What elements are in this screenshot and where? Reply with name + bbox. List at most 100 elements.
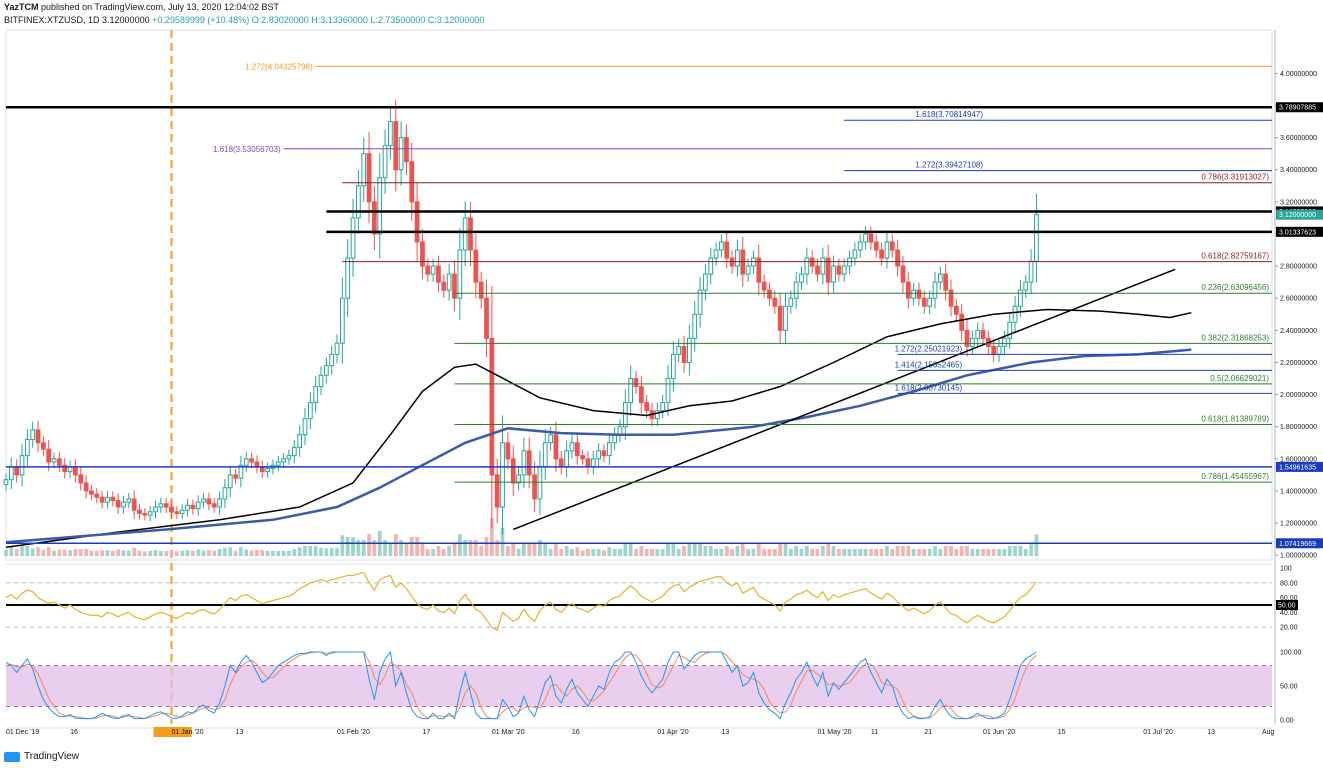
x-tick-label: 01 Mar '20	[492, 729, 525, 736]
current-price-label: 3.12000000	[1279, 212, 1316, 219]
x-tick-label: 16	[70, 729, 78, 736]
volume-bar	[938, 549, 943, 556]
volume-bar	[436, 546, 441, 556]
price-tag	[1276, 226, 1323, 237]
x-tick-label: 15	[1058, 729, 1066, 736]
fib-level-label: 0.236(2.63096456)	[1201, 283, 1269, 292]
candle-body	[329, 353, 335, 367]
candle-body	[249, 458, 254, 463]
candle-body	[921, 297, 927, 307]
volume-bar	[618, 549, 622, 556]
volume-bar	[142, 551, 147, 556]
brand-name: TradingView	[24, 751, 80, 762]
candle-body	[836, 265, 842, 275]
candle-body	[345, 257, 351, 299]
volume-bar	[853, 549, 857, 556]
volume-bar	[361, 540, 366, 556]
candle-body	[948, 289, 954, 307]
volume-bar	[692, 543, 697, 556]
volume-bar	[249, 550, 254, 556]
candle-body	[35, 429, 41, 444]
volume-bar	[564, 546, 569, 556]
volume-bar	[169, 550, 174, 556]
candle-body	[831, 265, 836, 283]
volume-bar	[580, 550, 585, 556]
candle-body	[660, 402, 666, 412]
volume-bar	[927, 549, 932, 556]
candle-body	[820, 257, 826, 275]
candle-body	[692, 313, 698, 339]
candle-body	[473, 249, 479, 283]
volume-bar	[698, 543, 702, 556]
volume-bar	[575, 547, 580, 556]
candle-body	[969, 337, 975, 347]
price-change: +0.29589999 (+10.48%)	[152, 15, 250, 25]
candle-body	[131, 498, 137, 511]
volume-bar	[890, 549, 895, 556]
volume-bar	[511, 543, 516, 556]
candle-body	[697, 289, 703, 315]
candle-body	[815, 265, 820, 275]
fib-level-label: 1.618(2.00730145)	[895, 383, 963, 392]
candle-body	[462, 217, 468, 251]
stoch-tick-label: 0.00	[1280, 718, 1294, 725]
volume-bar	[148, 550, 153, 556]
candle-body	[713, 249, 719, 259]
volume-bar	[1023, 549, 1028, 556]
volume-bar	[207, 550, 211, 556]
volume-bar	[484, 537, 489, 556]
candle-body	[510, 458, 516, 484]
candle-body	[404, 137, 409, 163]
candle-body	[676, 345, 682, 355]
candle-body	[265, 467, 270, 473]
volume-bar	[276, 550, 281, 556]
candle-body	[889, 241, 895, 251]
price-tag-label: 3.78907885	[1279, 105, 1316, 112]
volume-bar	[57, 549, 62, 556]
y-tick-label: 1.20000000	[1280, 521, 1317, 528]
volume-bar	[196, 549, 201, 556]
candle-body	[388, 121, 393, 147]
volume-bar	[447, 546, 452, 556]
volume-bar	[1018, 546, 1023, 556]
volume-bar	[20, 544, 24, 556]
tradingview-footer: TradingView	[4, 751, 79, 762]
stoch-d-line	[5, 651, 1037, 720]
candle-body	[323, 365, 329, 376]
volume-bar	[858, 549, 863, 556]
volume-bar	[217, 549, 222, 556]
y-tick-label: 1.80000000	[1280, 424, 1317, 431]
volume-bar	[1007, 546, 1012, 556]
candle-body	[147, 511, 153, 516]
volume-bar	[473, 540, 478, 556]
candle-body	[708, 257, 714, 275]
volume-bar	[132, 547, 137, 556]
candle-body	[211, 503, 217, 508]
volume-bar	[100, 550, 104, 556]
volume-bar	[36, 547, 40, 556]
candle-body	[115, 500, 121, 508]
volume-bar	[409, 537, 414, 556]
y-tick-label: 2.40000000	[1280, 328, 1317, 335]
candle-body	[745, 265, 751, 275]
volume-bar	[815, 549, 820, 556]
candle-body	[868, 233, 874, 243]
candle-body	[217, 498, 222, 508]
volume-bar	[901, 546, 905, 556]
candle-body	[916, 289, 922, 299]
candle-body	[900, 265, 906, 283]
candle-body	[703, 273, 708, 291]
volume-bar	[420, 543, 425, 556]
candle-body	[8, 466, 14, 481]
candle-body	[596, 450, 601, 460]
candle-body	[687, 337, 692, 363]
volume-bar	[970, 549, 975, 556]
volume-bar	[468, 540, 473, 556]
x-tick-label: 01 Dec '19	[6, 729, 39, 736]
x-tick-label: 13	[236, 729, 244, 736]
volume-bar	[174, 551, 179, 556]
y-tick-label: 2.60000000	[1280, 296, 1317, 303]
x-tick-label: 01 Jul '20	[1143, 729, 1173, 736]
volume-bar	[1034, 534, 1039, 556]
